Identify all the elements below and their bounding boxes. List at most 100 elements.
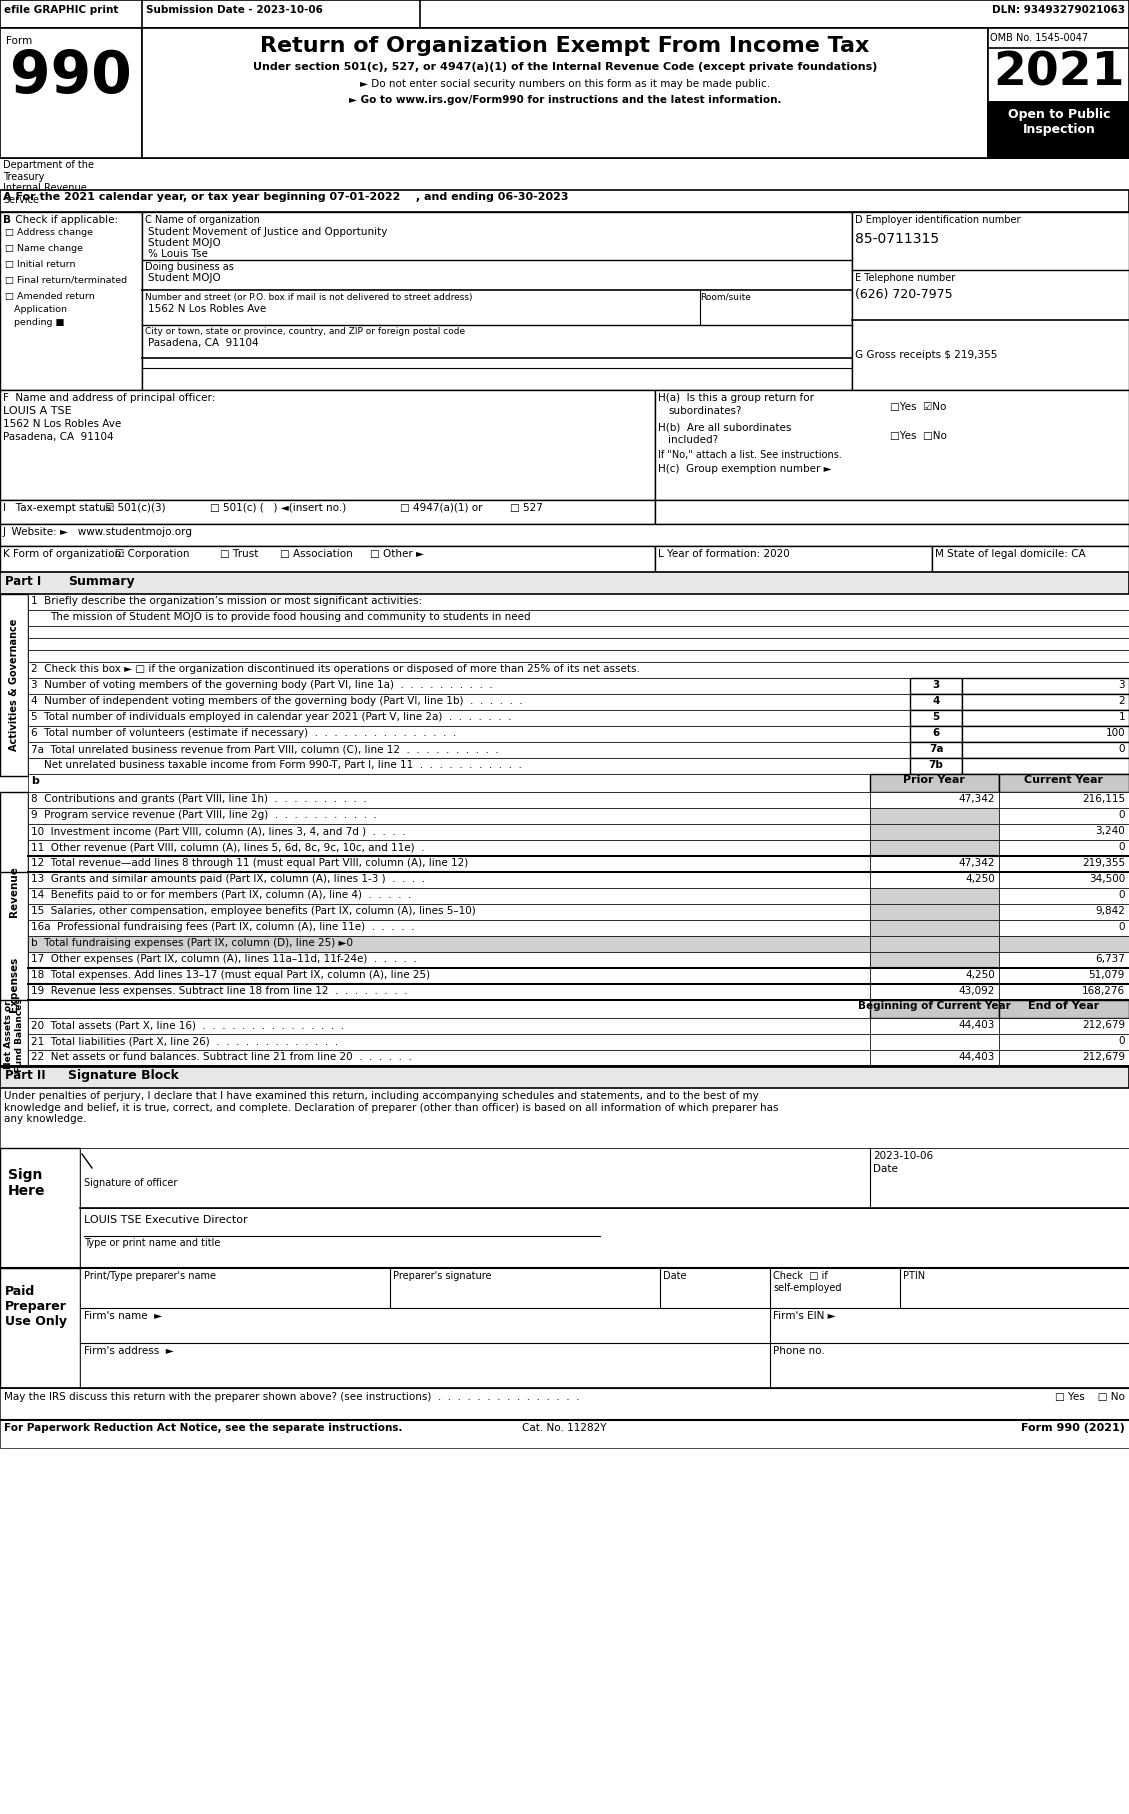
- Bar: [28, 793, 870, 807]
- Text: 168,276: 168,276: [1082, 987, 1124, 996]
- Text: PTIN: PTIN: [903, 1272, 925, 1281]
- Text: 44,403: 44,403: [959, 1019, 995, 1030]
- Bar: [28, 920, 870, 936]
- Text: pending ■: pending ■: [5, 317, 64, 327]
- Text: 2: 2: [1119, 697, 1124, 706]
- Text: Check  □ if: Check □ if: [773, 1272, 828, 1281]
- Text: 12  Total revenue—add lines 8 through 11 (must equal Part VIII, column (A), line: 12 Total revenue—add lines 8 through 11 …: [30, 858, 469, 869]
- Text: 15  Salaries, other compensation, employee benefits (Part IX, column (A), lines : 15 Salaries, other compensation, employe…: [30, 905, 475, 916]
- Text: 5: 5: [933, 713, 939, 722]
- Bar: [999, 1018, 1129, 1034]
- Bar: [962, 695, 1129, 709]
- Text: □ Association: □ Association: [280, 550, 352, 559]
- Text: □ Name change: □ Name change: [5, 245, 84, 252]
- Bar: [870, 969, 999, 983]
- Bar: [0, 1000, 28, 1070]
- Bar: [28, 593, 1129, 610]
- Text: 43,092: 43,092: [959, 987, 995, 996]
- Bar: [28, 1034, 870, 1050]
- Bar: [80, 1268, 1129, 1308]
- Text: included?: included?: [668, 435, 718, 444]
- Text: □Yes  ☑No: □Yes ☑No: [890, 403, 946, 412]
- Bar: [962, 709, 1129, 726]
- Bar: [28, 969, 870, 983]
- Bar: [999, 903, 1129, 920]
- Text: 14  Benefits paid to or for members (Part IX, column (A), line 4)  .  .  .  .  .: 14 Benefits paid to or for members (Part…: [30, 891, 411, 900]
- Text: For Paperwork Reduction Act Notice, see the separate instructions.: For Paperwork Reduction Act Notice, see …: [5, 1422, 403, 1433]
- Text: LOUIS A TSE: LOUIS A TSE: [3, 406, 71, 415]
- Text: Date: Date: [873, 1165, 898, 1174]
- Text: 44,403: 44,403: [959, 1052, 995, 1061]
- Bar: [999, 793, 1129, 807]
- Text: Paid
Preparer
Use Only: Paid Preparer Use Only: [5, 1284, 67, 1328]
- Text: 2023-10-06: 2023-10-06: [873, 1152, 934, 1161]
- Text: 216,115: 216,115: [1082, 795, 1124, 804]
- Bar: [0, 546, 655, 571]
- Bar: [999, 840, 1129, 856]
- Text: Signature Block: Signature Block: [68, 1068, 178, 1081]
- Text: I   Tax-exempt status:: I Tax-exempt status:: [3, 502, 115, 513]
- Text: 16a  Professional fundraising fees (Part IX, column (A), line 11e)  .  .  .  .  : 16a Professional fundraising fees (Part …: [30, 922, 414, 932]
- Bar: [933, 546, 1129, 571]
- Text: 8  Contributions and grants (Part VIII, line 1h)  .  .  .  .  .  .  .  .  .  .: 8 Contributions and grants (Part VIII, l…: [30, 795, 367, 804]
- Bar: [870, 775, 999, 793]
- Bar: [870, 824, 999, 840]
- Bar: [870, 873, 999, 889]
- Text: H(b)  Are all subordinates: H(b) Are all subordinates: [658, 423, 791, 432]
- Text: Open to Public
Inspection: Open to Public Inspection: [1008, 109, 1110, 136]
- Text: H(c)  Group exemption number ►: H(c) Group exemption number ►: [658, 464, 832, 473]
- Bar: [0, 390, 655, 501]
- Text: Preparer's signature: Preparer's signature: [393, 1272, 491, 1281]
- Text: 51,079: 51,079: [1088, 970, 1124, 980]
- Text: 11  Other revenue (Part VIII, column (A), lines 5, 6d, 8c, 9c, 10c, and 11e)  .: 11 Other revenue (Part VIII, column (A),…: [30, 842, 425, 853]
- Bar: [80, 1208, 1129, 1268]
- Bar: [28, 709, 910, 726]
- Text: Application: Application: [5, 305, 67, 314]
- Text: Revenue: Revenue: [9, 867, 19, 918]
- Bar: [28, 889, 870, 903]
- Text: Number and street (or P.O. box if mail is not delivered to street address): Number and street (or P.O. box if mail i…: [145, 294, 473, 301]
- Text: 3  Number of voting members of the governing body (Part VI, line 1a)  .  .  .  .: 3 Number of voting members of the govern…: [30, 680, 492, 689]
- Bar: [999, 983, 1129, 1000]
- Text: E Telephone number: E Telephone number: [855, 272, 955, 283]
- Text: Firm's address  ►: Firm's address ►: [84, 1346, 174, 1357]
- Text: ☑ 501(c)(3): ☑ 501(c)(3): [105, 502, 166, 513]
- Bar: [28, 936, 870, 952]
- Bar: [28, 649, 1129, 662]
- Bar: [999, 889, 1129, 903]
- Text: Activities & Governance: Activities & Governance: [9, 619, 19, 751]
- Text: □ Amended return: □ Amended return: [5, 292, 95, 301]
- Bar: [655, 501, 1129, 524]
- Bar: [28, 1050, 870, 1067]
- Bar: [80, 1308, 1129, 1342]
- Text: B: B: [3, 216, 11, 225]
- Bar: [870, 889, 999, 903]
- Text: ► Do not enter social security numbers on this form as it may be made public.: ► Do not enter social security numbers o…: [360, 80, 770, 89]
- Bar: [28, 695, 910, 709]
- Bar: [962, 678, 1129, 695]
- Bar: [870, 983, 999, 1000]
- Bar: [910, 726, 962, 742]
- Text: 0: 0: [1119, 891, 1124, 900]
- Text: May the IRS discuss this return with the preparer shown above? (see instructions: May the IRS discuss this return with the…: [5, 1391, 579, 1402]
- Text: ► Go to www.irs.gov/Form990 for instructions and the latest information.: ► Go to www.irs.gov/Form990 for instruct…: [349, 94, 781, 105]
- Text: 219,355: 219,355: [1082, 858, 1124, 869]
- Text: (626) 720-7975: (626) 720-7975: [855, 288, 953, 301]
- Text: ☑ Corporation: ☑ Corporation: [115, 550, 190, 559]
- Bar: [999, 856, 1129, 873]
- Text: C Name of organization: C Name of organization: [145, 216, 260, 225]
- Text: 4: 4: [933, 697, 939, 706]
- Text: DLN: 93493279021063: DLN: 93493279021063: [992, 5, 1124, 15]
- Text: 1  Briefly describe the organization’s mission or most significant activities:: 1 Briefly describe the organization’s mi…: [30, 597, 422, 606]
- Text: Part II: Part II: [5, 1068, 45, 1081]
- Text: If "No," attach a list. See instructions.: If "No," attach a list. See instructions…: [658, 450, 842, 461]
- Bar: [28, 639, 1129, 649]
- Text: □Yes  □No: □Yes □No: [890, 432, 947, 441]
- Bar: [0, 27, 142, 158]
- Text: □ Final return/terminated: □ Final return/terminated: [5, 276, 128, 285]
- Text: Student MOJO: Student MOJO: [148, 272, 221, 283]
- Text: □ 4947(a)(1) or: □ 4947(a)(1) or: [400, 502, 482, 513]
- Text: 18  Total expenses. Add lines 13–17 (must equal Part IX, column (A), line 25): 18 Total expenses. Add lines 13–17 (must…: [30, 970, 430, 980]
- Bar: [0, 190, 1129, 212]
- Text: b: b: [30, 776, 38, 785]
